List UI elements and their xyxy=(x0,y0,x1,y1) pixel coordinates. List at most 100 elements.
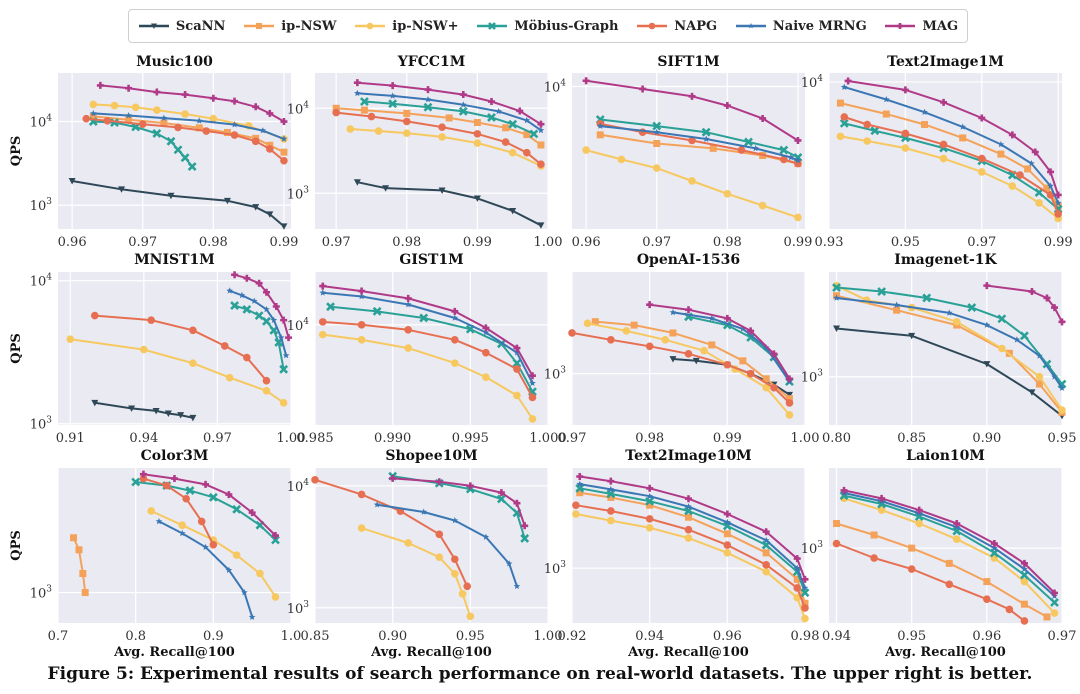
marker xyxy=(645,515,654,523)
marker xyxy=(877,506,886,514)
marker xyxy=(983,578,991,586)
marker xyxy=(669,356,677,363)
marker xyxy=(420,508,428,515)
marker xyxy=(723,530,731,538)
marker xyxy=(945,309,953,316)
marker xyxy=(1024,165,1032,173)
marker xyxy=(529,379,536,386)
marker xyxy=(389,82,397,90)
marker xyxy=(482,373,490,381)
marker xyxy=(787,153,795,161)
marker xyxy=(1054,199,1062,206)
marker xyxy=(652,164,661,172)
series-line xyxy=(843,116,1060,215)
marker xyxy=(1043,294,1051,302)
x-tick-label: 0.97 xyxy=(967,235,996,250)
marker xyxy=(451,314,459,321)
series-line xyxy=(571,331,791,404)
marker xyxy=(451,569,459,578)
marker xyxy=(277,334,285,341)
marker xyxy=(785,391,793,399)
marker xyxy=(232,504,242,514)
marker xyxy=(747,23,754,29)
x-tick-label: 0.8 xyxy=(125,629,146,644)
marker xyxy=(723,510,731,518)
x-tick-label: 0.93 xyxy=(815,235,844,250)
marker xyxy=(983,321,991,328)
marker xyxy=(262,288,270,296)
marker xyxy=(1054,210,1062,218)
y-tick-label: 104 xyxy=(801,74,824,91)
x-tick-label: 0.99 xyxy=(463,235,492,250)
marker xyxy=(576,480,584,487)
marker xyxy=(357,524,366,532)
marker xyxy=(174,123,182,132)
marker xyxy=(139,474,148,483)
marker xyxy=(997,140,1005,148)
marker xyxy=(652,121,662,131)
x-tick-label: 0.90 xyxy=(972,431,1001,446)
marker xyxy=(271,593,280,601)
marker xyxy=(998,344,1006,353)
marker xyxy=(173,145,183,155)
marker xyxy=(262,316,271,326)
marker xyxy=(959,134,967,142)
marker xyxy=(423,102,433,112)
marker xyxy=(262,386,271,395)
plot-area xyxy=(315,468,548,623)
x-tick-label: 0.97 xyxy=(203,431,232,446)
marker xyxy=(1047,168,1055,176)
marker xyxy=(82,114,91,123)
marker xyxy=(978,114,986,122)
marker xyxy=(319,289,327,296)
marker xyxy=(318,318,327,326)
marker xyxy=(482,324,490,332)
marker xyxy=(488,22,497,30)
marker xyxy=(189,359,197,367)
marker xyxy=(688,136,696,145)
marker xyxy=(967,303,977,312)
marker xyxy=(709,144,717,152)
marker xyxy=(358,293,365,300)
marker xyxy=(685,495,692,503)
marker xyxy=(785,375,793,383)
marker xyxy=(1028,389,1036,396)
marker xyxy=(648,22,656,30)
marker xyxy=(692,357,700,365)
marker xyxy=(607,335,615,344)
x-tick-label: 0.99 xyxy=(713,431,742,446)
marker xyxy=(1046,191,1055,199)
marker xyxy=(794,159,802,168)
subplot-text2image10m: 0.92 0.94 0.96 0.98 103 Text2Image10M Avg. Rec… xyxy=(544,448,820,660)
marker xyxy=(266,109,274,117)
x-tick-label: 1.00 xyxy=(534,235,563,250)
x-tick-label: 1.0 xyxy=(281,629,302,644)
series-line xyxy=(575,513,806,619)
marker xyxy=(997,314,1007,324)
marker xyxy=(582,146,590,154)
marker xyxy=(785,411,794,419)
marker xyxy=(1035,372,1044,381)
marker xyxy=(162,481,171,490)
marker xyxy=(438,123,446,131)
marker xyxy=(747,327,755,335)
series-line xyxy=(579,483,806,589)
marker xyxy=(513,582,521,590)
marker xyxy=(669,329,677,337)
marker xyxy=(280,156,288,165)
marker xyxy=(870,554,878,562)
y-tick-label: 103 xyxy=(801,369,824,386)
marker xyxy=(770,383,778,392)
marker xyxy=(508,119,518,129)
marker xyxy=(238,291,246,299)
marker xyxy=(646,301,654,309)
marker xyxy=(177,412,185,419)
x-tick-label: 0.99 xyxy=(269,235,298,250)
marker xyxy=(528,393,537,402)
marker xyxy=(374,127,383,135)
marker xyxy=(1031,148,1039,156)
marker xyxy=(272,303,280,310)
marker xyxy=(195,117,203,124)
marker xyxy=(96,81,104,89)
marker xyxy=(230,131,239,139)
